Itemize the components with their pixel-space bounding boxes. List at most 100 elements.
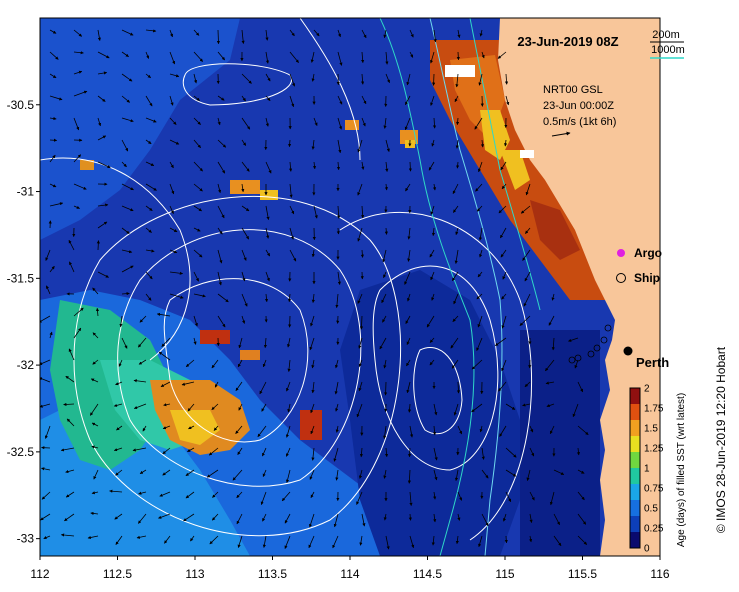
current-arrow — [455, 535, 459, 545]
current-arrow — [356, 403, 363, 418]
current-arrow — [337, 271, 341, 285]
current-arrow — [335, 403, 339, 412]
current-arrow — [382, 249, 387, 263]
current-arrow — [236, 491, 243, 499]
current-arrow — [519, 315, 531, 326]
current-arrow — [139, 469, 147, 474]
current-arrow — [409, 51, 414, 58]
current-arrow — [453, 293, 459, 305]
current-arrow — [358, 359, 363, 367]
current-arrow — [501, 315, 507, 329]
current-arrow — [409, 29, 414, 38]
current-arrow — [476, 337, 483, 352]
current-arrow — [477, 161, 483, 173]
current-arrow — [217, 227, 223, 235]
current-arrow — [504, 73, 509, 85]
current-arrow — [65, 491, 75, 498]
current-arrow — [433, 491, 437, 500]
current-arrow — [475, 183, 483, 192]
ship-legend: Ship — [616, 271, 660, 285]
colorbar-tick-label: 2 — [644, 384, 650, 395]
current-arrow — [73, 307, 84, 317]
current-arrow — [408, 513, 412, 521]
current-arrow — [40, 377, 51, 383]
current-arrow — [121, 51, 129, 58]
current-arrow — [121, 73, 133, 82]
current-arrow — [92, 332, 99, 339]
current-arrow — [502, 513, 507, 522]
current-arrow — [499, 425, 507, 437]
colorbar-tick-label: 0.5 — [644, 504, 658, 515]
colorbar-swatch — [630, 436, 640, 453]
current-arrow — [432, 425, 437, 436]
colorbar-swatch — [630, 452, 640, 469]
current-arrow — [142, 425, 147, 432]
current-arrow — [383, 271, 387, 279]
current-arrow — [529, 447, 535, 457]
current-arrow — [97, 29, 101, 41]
colorbar-tick-label: 1.75 — [644, 404, 664, 415]
current-arrow — [337, 51, 343, 66]
current-arrow — [49, 116, 57, 121]
current-arrow — [265, 249, 271, 257]
current-arrow — [453, 403, 459, 416]
current-arrow — [577, 535, 588, 545]
current-arrow — [116, 425, 123, 431]
current-arrow — [311, 293, 315, 303]
current-arrow — [121, 265, 134, 273]
depth-legend-1000m: 1000m — [651, 44, 685, 56]
current-arrow — [193, 337, 197, 345]
current-arrow — [262, 469, 267, 478]
current-arrow — [68, 348, 75, 361]
sst-contours — [40, 18, 533, 541]
current-arrow — [40, 315, 51, 323]
current-arrow — [333, 513, 339, 528]
current-arrow — [358, 337, 363, 349]
current-arrow — [577, 513, 587, 525]
current-arrow — [63, 402, 75, 407]
current-arrow — [361, 205, 365, 219]
current-arrow — [115, 535, 123, 545]
current-arrow — [169, 227, 178, 233]
current-arrow — [407, 469, 411, 484]
current-arrow — [241, 205, 250, 212]
current-arrow — [40, 359, 51, 365]
current-arrow — [335, 293, 339, 309]
x-tick-label: 115.5 — [568, 567, 597, 581]
depth-legend-200m: 200m — [652, 29, 680, 41]
current-arrow — [65, 469, 75, 474]
current-arrow — [121, 249, 133, 254]
current-arrow — [206, 469, 219, 478]
current-arrow — [136, 535, 147, 539]
current-arrow — [109, 489, 123, 493]
current-arrow — [337, 117, 343, 130]
current-arrow — [160, 381, 171, 388]
current-arrow — [169, 95, 174, 106]
current-arrow — [529, 425, 534, 433]
current-arrow — [311, 139, 315, 150]
current-arrow — [457, 425, 463, 435]
current-arrow — [241, 249, 247, 261]
current-arrow — [551, 293, 555, 301]
current-arrow — [548, 315, 555, 326]
current-arrow — [383, 469, 387, 479]
current-arrow — [289, 51, 299, 63]
current-arrow — [260, 491, 267, 505]
current-arrow — [93, 469, 99, 480]
current-arrow — [132, 447, 147, 452]
x-tick-label: 116 — [650, 567, 669, 581]
y-tick-label: -30.5 — [7, 98, 35, 112]
current-arrow — [97, 95, 106, 102]
colorbar-title: Age (days) of filled SST (wrt latest) — [676, 393, 687, 547]
current-arrow — [504, 535, 508, 544]
current-arrow — [335, 469, 339, 481]
current-arrow — [455, 73, 459, 88]
plot-area — [40, 18, 660, 556]
current-arrow — [181, 381, 195, 386]
date-label: 23-Jun-2019 08Z — [517, 34, 618, 49]
current-arrow — [431, 139, 435, 147]
current-arrow — [481, 447, 485, 460]
current-vectors — [40, 29, 589, 550]
current-arrow — [457, 491, 463, 501]
current-arrow — [113, 403, 123, 407]
